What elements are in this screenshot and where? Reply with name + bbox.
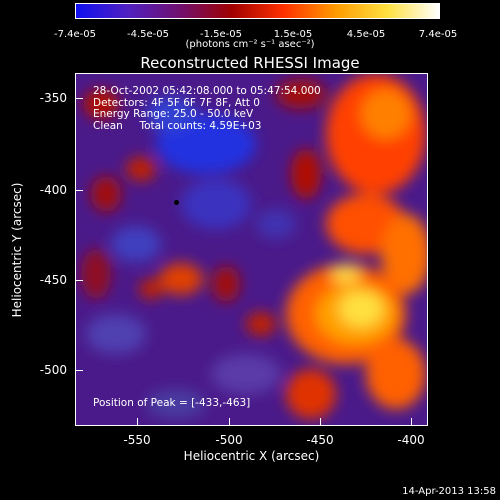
image-map xyxy=(76,74,427,425)
peak-marker xyxy=(174,200,179,205)
x-tick-label: -450 xyxy=(306,433,334,447)
detectors: Detectors: 4F 5F 6F 7F 8F, Att 0 xyxy=(93,96,260,109)
x-tick-label: -550 xyxy=(123,433,151,447)
y-axis-label: Heliocentric Y (arcsec) xyxy=(10,182,24,318)
x-tick-mark xyxy=(137,418,138,426)
y-tick-mark xyxy=(75,280,83,281)
colorbar-unit: (photons cm⁻² s⁻¹ asec⁻²) xyxy=(185,39,315,50)
colorbar-tick: 4.5e-05 xyxy=(346,29,386,40)
algorithm-counts: Clean Total counts: 4.59E+03 xyxy=(93,119,262,132)
x-tick-label: -500 xyxy=(215,433,243,447)
image-info: 28-Oct-2002 05:42:08.000 to 05:47:54.000… xyxy=(93,85,321,132)
y-tick-label: -400 xyxy=(39,183,67,197)
rhessi-image xyxy=(75,73,428,426)
x-tick-mark xyxy=(229,418,230,426)
y-tick-label: -500 xyxy=(39,363,67,377)
colorbar-tick: -4.5e-05 xyxy=(127,29,169,40)
colorbar xyxy=(75,3,440,19)
x-tick-mark xyxy=(411,418,412,426)
y-tick-mark xyxy=(75,370,83,371)
colorbar-tick: -7.4e-05 xyxy=(54,29,96,40)
y-tick-mark xyxy=(75,190,83,191)
peak-position: Position of Peak = [-433,-463] xyxy=(93,397,251,409)
x-tick-label: -400 xyxy=(397,433,425,447)
x-axis-label: Heliocentric X (arcsec) xyxy=(183,449,320,463)
timestamp: 14-Apr-2013 13:58 xyxy=(402,486,496,497)
colorbar-tick: 7.4e-05 xyxy=(418,29,458,40)
y-tick-mark xyxy=(75,98,83,99)
y-tick-label: -350 xyxy=(39,91,67,105)
y-tick-label: -450 xyxy=(39,273,67,287)
colorbar-tick: 1.5e-05 xyxy=(273,29,313,40)
time-range: 28-Oct-2002 05:42:08.000 to 05:47:54.000 xyxy=(93,85,321,97)
image-title: Reconstructed RHESSI Image xyxy=(140,54,360,72)
colorbar-tick: -1.5e-05 xyxy=(200,29,242,40)
energy-range: Energy Range: 25.0 - 50.0 keV xyxy=(93,108,254,120)
x-tick-mark xyxy=(320,418,321,426)
